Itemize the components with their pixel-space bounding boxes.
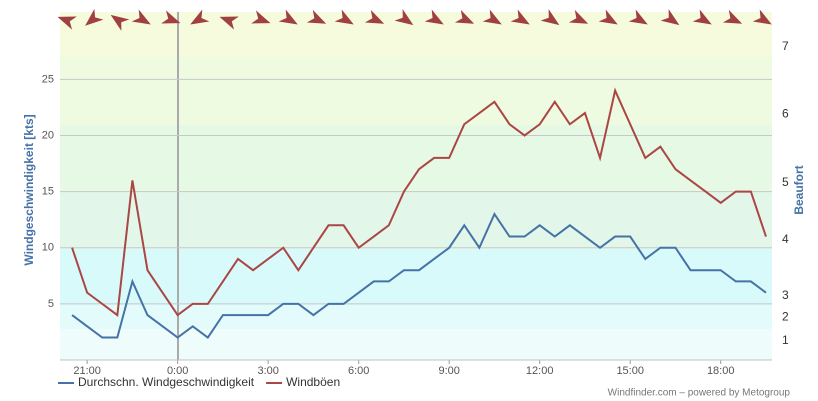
x-tick-label: 18:00: [707, 365, 735, 377]
y2-axis-label: Beaufort: [792, 165, 806, 214]
y2-tick-label: 1: [782, 333, 789, 347]
x-tick-label: 6:00: [348, 365, 369, 377]
y2-tick-label: 7: [782, 39, 789, 53]
y-tick-label: 10: [42, 242, 54, 254]
x-tick-label: 21:00: [73, 365, 101, 377]
y-tick-label: 25: [42, 73, 54, 85]
y2-tick-label: 3: [782, 288, 789, 302]
y-tick-label: 15: [42, 186, 54, 198]
y2-tick-label: 4: [782, 232, 789, 246]
y2-tick-label: 6: [782, 106, 789, 120]
series-line: [71, 212, 767, 339]
x-tick-label: 9:00: [438, 365, 459, 377]
legend-label: Windböen: [286, 375, 340, 389]
y-tick-label: 20: [42, 129, 54, 141]
x-tick-label: 12:00: [526, 365, 554, 377]
credit: Windfinder.com – powered by Metogroup: [608, 388, 791, 399]
beaufort-bands: [60, 12, 772, 360]
x-tick-label: 3:00: [257, 365, 278, 377]
series-line: [71, 87, 767, 317]
y2-tick-label: 2: [782, 310, 789, 324]
x-tick-label: 15:00: [616, 365, 644, 377]
y2-tick-label: 5: [782, 175, 789, 189]
y-tick-label: 5: [48, 298, 54, 310]
y-axis-label: Windgeschwindigkeit [kts]: [22, 114, 36, 265]
x-tick-label: 0:00: [167, 365, 188, 377]
legend-label: Durchschn. Windgeschwindigkeit: [78, 375, 255, 389]
